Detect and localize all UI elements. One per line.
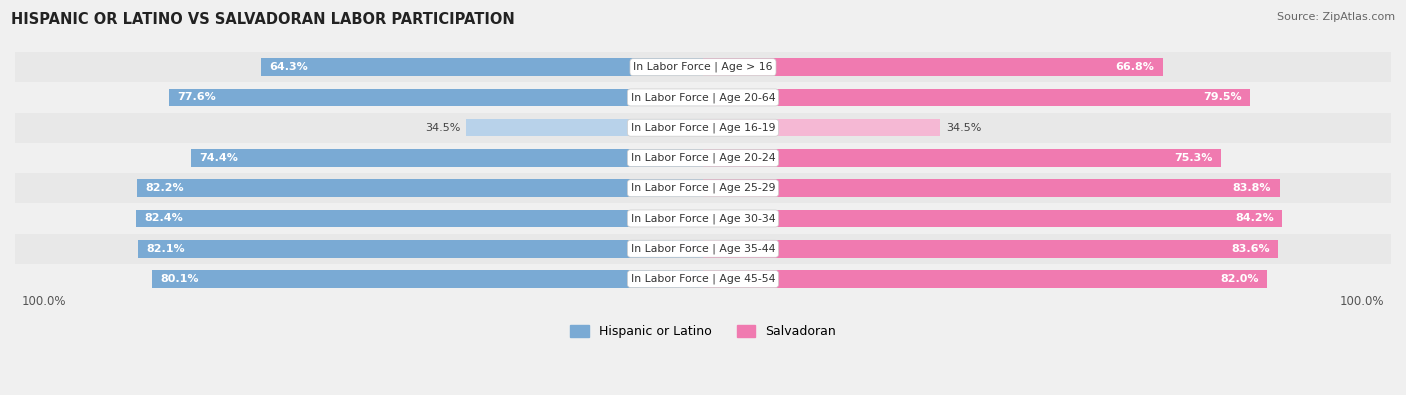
Text: 79.5%: 79.5% (1204, 92, 1241, 102)
Bar (703, 58, 1163, 76)
Text: In Labor Force | Age 25-29: In Labor Force | Age 25-29 (631, 183, 775, 194)
Text: 83.8%: 83.8% (1233, 183, 1271, 193)
Bar (703, 210, 1282, 227)
Text: 100.0%: 100.0% (1340, 295, 1384, 308)
Text: HISPANIC OR LATINO VS SALVADORAN LABOR PARTICIPATION: HISPANIC OR LATINO VS SALVADORAN LABOR P… (11, 12, 515, 27)
Text: 34.5%: 34.5% (425, 123, 460, 133)
Bar (703, 270, 1267, 288)
Text: 34.5%: 34.5% (946, 123, 981, 133)
Text: 77.6%: 77.6% (177, 92, 217, 102)
Bar (703, 240, 1278, 258)
Bar (191, 149, 703, 167)
Text: 82.1%: 82.1% (146, 244, 186, 254)
Bar (703, 149, 1220, 167)
Bar (169, 88, 703, 106)
Bar (703, 88, 1250, 106)
Text: In Labor Force | Age 35-44: In Labor Force | Age 35-44 (631, 243, 775, 254)
Bar (0, 233, 1406, 264)
Text: In Labor Force | Age 30-34: In Labor Force | Age 30-34 (631, 213, 775, 224)
Bar (136, 210, 703, 227)
Bar (138, 240, 703, 258)
Text: In Labor Force | Age 20-64: In Labor Force | Age 20-64 (631, 92, 775, 103)
Text: 84.2%: 84.2% (1236, 213, 1274, 224)
Bar (0, 113, 1406, 143)
Text: In Labor Force | Age 20-24: In Labor Force | Age 20-24 (631, 153, 775, 163)
Bar (0, 264, 1406, 294)
Text: 82.0%: 82.0% (1220, 274, 1258, 284)
Text: 100.0%: 100.0% (22, 295, 66, 308)
Text: 80.1%: 80.1% (160, 274, 198, 284)
Text: In Labor Force | Age > 16: In Labor Force | Age > 16 (633, 62, 773, 72)
Bar (138, 179, 703, 197)
Legend: Hispanic or Latino, Salvadoran: Hispanic or Latino, Salvadoran (565, 320, 841, 343)
Bar (260, 58, 703, 76)
Text: In Labor Force | Age 16-19: In Labor Force | Age 16-19 (631, 122, 775, 133)
Bar (703, 179, 1279, 197)
Bar (0, 143, 1406, 173)
Bar (0, 52, 1406, 82)
Text: In Labor Force | Age 45-54: In Labor Force | Age 45-54 (631, 274, 775, 284)
Bar (703, 119, 941, 137)
Text: 83.6%: 83.6% (1232, 244, 1270, 254)
Text: 82.4%: 82.4% (145, 213, 183, 224)
Text: 64.3%: 64.3% (269, 62, 308, 72)
Text: 82.2%: 82.2% (146, 183, 184, 193)
Text: 75.3%: 75.3% (1174, 153, 1213, 163)
Bar (0, 203, 1406, 233)
Bar (152, 270, 703, 288)
Bar (0, 82, 1406, 113)
Bar (465, 119, 703, 137)
Bar (0, 173, 1406, 203)
Text: Source: ZipAtlas.com: Source: ZipAtlas.com (1277, 12, 1395, 22)
Text: 74.4%: 74.4% (200, 153, 238, 163)
Text: 66.8%: 66.8% (1115, 62, 1154, 72)
